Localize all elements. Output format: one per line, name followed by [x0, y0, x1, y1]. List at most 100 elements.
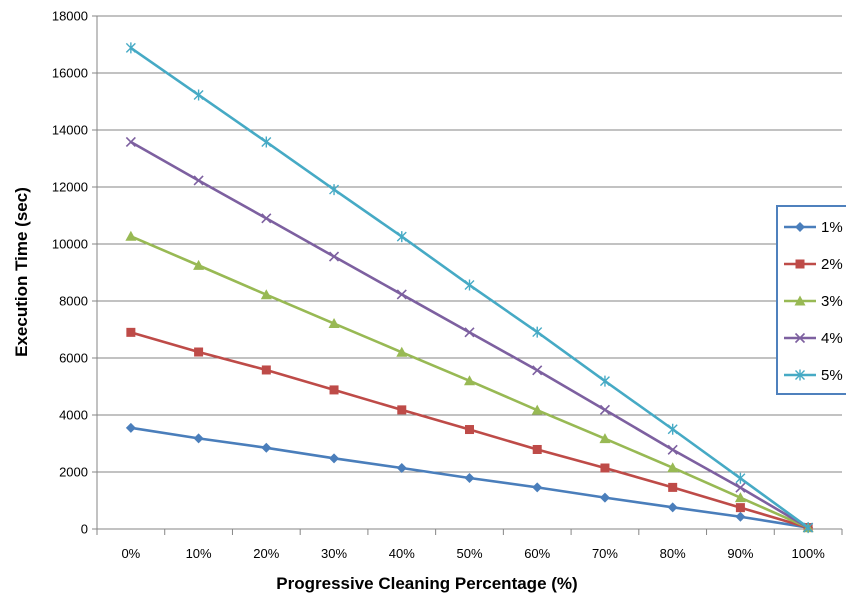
x-tick-label: 30%: [321, 546, 347, 561]
data-point-marker: [734, 492, 746, 503]
data-point-marker: [667, 444, 678, 455]
data-point-marker: [532, 326, 543, 338]
data-point-marker: [532, 482, 543, 493]
data-point-marker: [125, 42, 136, 54]
data-point-marker: [194, 347, 204, 357]
data-point-marker: [735, 472, 746, 484]
data-point-marker: [735, 482, 746, 493]
legend-item: 3%: [784, 293, 843, 310]
data-point-marker: [396, 289, 407, 300]
legend-label: 1%: [821, 219, 843, 236]
y-tick-label: 2000: [59, 465, 88, 480]
data-point-marker: [193, 259, 205, 270]
x-tick-label: 70%: [592, 546, 618, 561]
data-point-marker: [668, 482, 678, 492]
x-tick-label: 60%: [524, 546, 550, 561]
x-tick-label: 100%: [792, 546, 826, 561]
series-1%: [125, 422, 814, 533]
gridlines: [97, 15, 842, 473]
data-point-marker: [396, 231, 407, 243]
data-point-marker: [126, 327, 136, 337]
data-point-marker: [600, 463, 610, 473]
legend: 1% 2% 3% 4% 5%: [776, 205, 846, 395]
x-tick-label: 10%: [186, 546, 212, 561]
data-point-marker: [532, 444, 542, 454]
y-tick-label: 6000: [59, 351, 88, 366]
data-point-marker: [125, 136, 136, 148]
legend-item: 1%: [784, 219, 843, 236]
y-tick-label: 12000: [52, 180, 88, 195]
x-tick-labels: 0% 10% 20% 30% 40% 50% 60% 70% 80% 90% 100%: [121, 546, 825, 561]
data-point-marker: [193, 89, 204, 101]
data-point-marker: [803, 522, 814, 534]
data-point-marker: [735, 503, 745, 513]
data-point-marker: [735, 511, 746, 522]
data-point-marker: [464, 472, 475, 483]
data-point-marker: [329, 385, 339, 395]
data-point-marker: [794, 332, 806, 344]
data-point-marker: [261, 136, 272, 148]
x-tick-label: 90%: [727, 546, 753, 561]
data-point-marker: [396, 463, 407, 474]
y-tick-label: 18000: [52, 9, 88, 24]
y-tick-label: 8000: [59, 294, 88, 309]
legend-label: 5%: [821, 367, 843, 384]
legend-label: 2%: [821, 256, 843, 273]
y-tick-label: 0: [81, 522, 88, 537]
data-point-marker: [531, 404, 543, 415]
legend-label: 4%: [821, 330, 843, 347]
data-point-marker: [261, 213, 272, 224]
data-point-marker: [328, 318, 340, 329]
y-tick-labels: 0 2000 4000 6000 8000 10000 12000 14000 16000 180…: [52, 9, 88, 537]
data-point-marker: [193, 175, 204, 186]
data-point-marker: [465, 425, 474, 435]
data-point-marker: [329, 184, 340, 196]
data-point-marker: [795, 222, 805, 232]
x-tick-label: 0%: [121, 546, 140, 561]
y-tick-label: 10000: [52, 237, 88, 252]
x-axis-title: Progressive Cleaning Percentage (%): [276, 574, 577, 593]
legend-item: 4%: [784, 330, 843, 347]
data-point-marker: [795, 259, 805, 269]
data-point-marker: [260, 289, 272, 300]
data-point-marker: [667, 462, 679, 473]
data-point-marker: [328, 251, 340, 262]
y-tick-label: 16000: [52, 66, 88, 81]
x-tick-label: 20%: [253, 546, 279, 561]
x-tick-label: 50%: [456, 546, 482, 561]
data-point-marker: [599, 492, 610, 503]
data-point-marker: [125, 230, 137, 241]
series-2%: [126, 327, 813, 533]
data-point-marker: [794, 295, 806, 306]
series-3%: [125, 230, 814, 533]
legend-item: 2%: [784, 256, 843, 273]
legend-label: 3%: [821, 293, 843, 310]
legend-item: 5%: [784, 367, 843, 384]
x-tick-label: 80%: [660, 546, 686, 561]
data-point-marker: [397, 405, 407, 415]
data-point-marker: [396, 346, 408, 357]
axes: [92, 15, 843, 535]
series-line: [130, 140, 809, 529]
data-point-marker: [599, 404, 611, 415]
data-point-marker: [795, 369, 805, 381]
y-tick-label: 4000: [59, 408, 88, 423]
series-4%: [125, 136, 814, 533]
data-point-marker: [464, 279, 475, 291]
data-point-marker: [599, 433, 611, 444]
data-point-marker: [667, 502, 678, 513]
series-group: [125, 42, 814, 534]
data-point-marker: [193, 433, 204, 444]
data-point-marker: [261, 365, 271, 375]
x-tick-label: 40%: [389, 546, 415, 561]
data-point-marker: [532, 365, 543, 376]
y-axis-title: Execution Time (sec): [12, 187, 31, 357]
series-5%: [125, 42, 814, 534]
data-point-marker: [599, 375, 610, 387]
data-point-marker: [464, 327, 475, 338]
data-point-marker: [125, 422, 136, 433]
data-point-marker: [261, 442, 272, 453]
data-point-marker: [329, 453, 340, 464]
y-tick-label: 14000: [52, 123, 88, 138]
